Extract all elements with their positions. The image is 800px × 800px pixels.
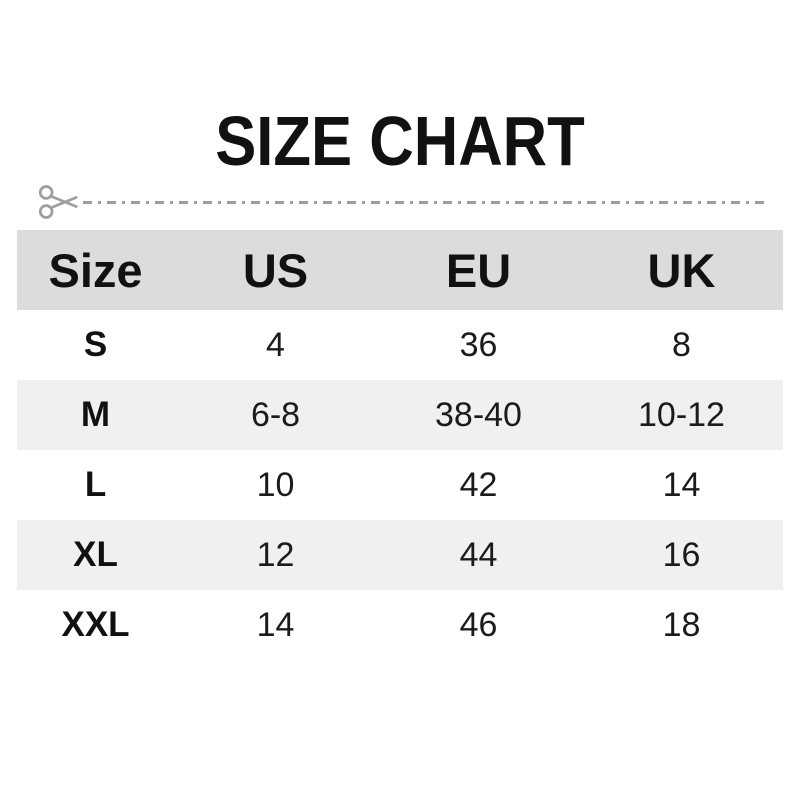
- eu-value: 42: [459, 465, 498, 504]
- table-row-xl: XL 12 44 16: [17, 520, 783, 590]
- size-label: M: [80, 395, 111, 434]
- us-value: 12: [256, 535, 295, 574]
- size-label: L: [84, 465, 107, 504]
- column-header-size: Size: [48, 243, 143, 297]
- size-label: S: [83, 325, 108, 364]
- us-value: 14: [256, 605, 295, 644]
- dashed-cut-line: [83, 200, 768, 204]
- size-chart-table: Size US EU UK S 4 36 8 M 6-8 38-40 10-12…: [17, 230, 783, 660]
- table-row-xxl: XXL 14 46 18: [17, 590, 783, 660]
- size-label: XXL: [61, 605, 130, 644]
- table-row-l: L 10 42 14: [17, 450, 783, 520]
- us-value: 4: [266, 325, 285, 364]
- eu-value: 46: [459, 605, 498, 644]
- uk-value: 18: [662, 605, 701, 644]
- page-title: SIZE CHART: [215, 102, 585, 180]
- us-value: 6-8: [250, 395, 301, 434]
- column-header-eu: EU: [445, 243, 512, 297]
- cut-line-divider: [38, 182, 768, 222]
- column-header-us: US: [242, 243, 309, 297]
- size-label: XL: [73, 535, 118, 574]
- size-chart-page: SIZE CHART Size US EU UK S: [0, 106, 800, 800]
- table-row-s: S 4 36 8: [17, 310, 783, 380]
- eu-value: 44: [459, 535, 498, 574]
- table-row-m: M 6-8 38-40 10-12: [17, 380, 783, 450]
- uk-value: 8: [672, 325, 691, 364]
- eu-value: 38-40: [435, 395, 522, 434]
- scissors-icon: [38, 185, 78, 219]
- uk-value: 14: [662, 465, 701, 504]
- column-header-uk: UK: [647, 243, 716, 297]
- eu-value: 36: [459, 325, 498, 364]
- uk-value: 16: [662, 535, 701, 574]
- table-header-row: Size US EU UK: [17, 230, 783, 310]
- us-value: 10: [256, 465, 295, 504]
- uk-value: 10-12: [638, 395, 725, 434]
